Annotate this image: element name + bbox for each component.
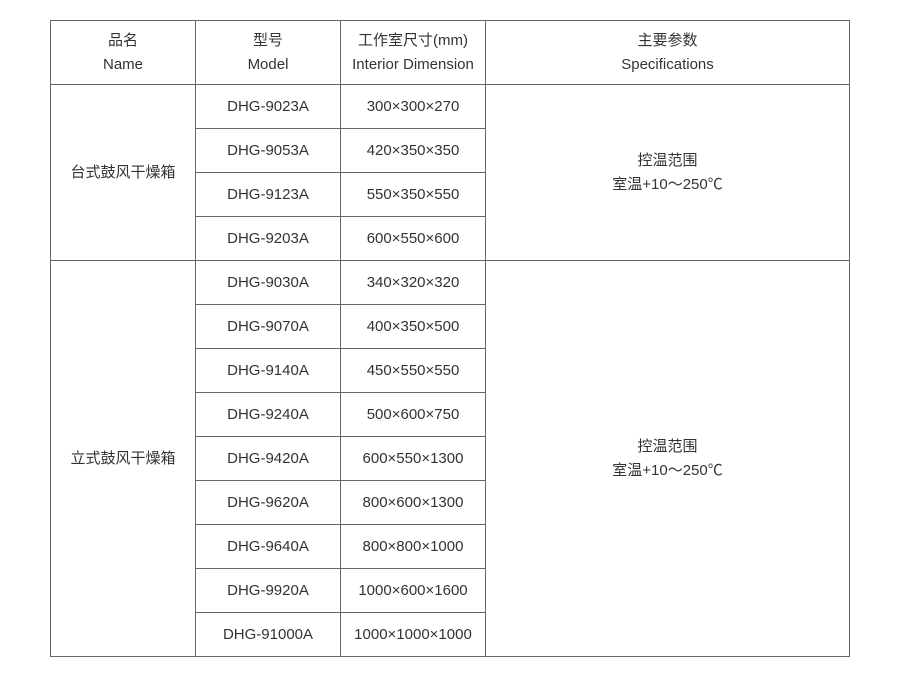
- dim-cell: 600×550×1300: [341, 437, 486, 481]
- spec-table: 品名 Name 型号 Model 工作室尺寸(mm) Interior Dime…: [50, 20, 850, 657]
- header-spec: 主要参数 Specifications: [486, 21, 850, 85]
- header-dimension: 工作室尺寸(mm) Interior Dimension: [341, 21, 486, 85]
- group-name-cell: 台式鼓风干燥箱: [51, 85, 196, 261]
- header-model-en: Model: [200, 53, 336, 77]
- dim-cell: 1000×600×1600: [341, 569, 486, 613]
- model-cell: DHG-9920A: [196, 569, 341, 613]
- group-name: 台式鼓风干燥箱: [70, 164, 175, 181]
- table-header-row: 品名 Name 型号 Model 工作室尺寸(mm) Interior Dime…: [51, 21, 850, 85]
- model-cell: DHG-9140A: [196, 349, 341, 393]
- table-row: 台式鼓风干燥箱 DHG-9023A 300×300×270 控温范围 室温+10…: [51, 85, 850, 129]
- dim-cell: 600×550×600: [341, 217, 486, 261]
- header-spec-en: Specifications: [490, 53, 845, 77]
- table-row: 立式鼓风干燥箱 DHG-9030A 340×320×320 控温范围 室温+10…: [51, 261, 850, 305]
- header-name-cn: 品名: [55, 29, 191, 53]
- dim-cell: 550×350×550: [341, 173, 486, 217]
- dim-cell: 340×320×320: [341, 261, 486, 305]
- group-name-cell: 立式鼓风干燥箱: [51, 261, 196, 657]
- dim-cell: 500×600×750: [341, 393, 486, 437]
- model-cell: DHG-91000A: [196, 613, 341, 657]
- model-cell: DHG-9620A: [196, 481, 341, 525]
- header-dim-en: Interior Dimension: [345, 53, 481, 77]
- spec-line2: 室温+10～250℃: [490, 459, 845, 483]
- group-name: 立式鼓风干燥箱: [70, 450, 175, 467]
- header-name-en: Name: [55, 53, 191, 77]
- dim-cell: 1000×1000×1000: [341, 613, 486, 657]
- model-cell: DHG-9023A: [196, 85, 341, 129]
- header-dim-cn: 工作室尺寸(mm): [345, 29, 481, 53]
- model-cell: DHG-9070A: [196, 305, 341, 349]
- model-cell: DHG-9203A: [196, 217, 341, 261]
- header-model-cn: 型号: [200, 29, 336, 53]
- dim-cell: 300×300×270: [341, 85, 486, 129]
- dim-cell: 420×350×350: [341, 129, 486, 173]
- header-name: 品名 Name: [51, 21, 196, 85]
- spec-line1: 控温范围: [490, 149, 845, 173]
- header-model: 型号 Model: [196, 21, 341, 85]
- model-cell: DHG-9640A: [196, 525, 341, 569]
- dim-cell: 450×550×550: [341, 349, 486, 393]
- model-cell: DHG-9123A: [196, 173, 341, 217]
- model-cell: DHG-9240A: [196, 393, 341, 437]
- spec-cell: 控温范围 室温+10～250℃: [486, 85, 850, 261]
- spec-line1: 控温范围: [490, 435, 845, 459]
- model-cell: DHG-9030A: [196, 261, 341, 305]
- dim-cell: 400×350×500: [341, 305, 486, 349]
- model-cell: DHG-9420A: [196, 437, 341, 481]
- spec-line2: 室温+10～250℃: [490, 173, 845, 197]
- dim-cell: 800×800×1000: [341, 525, 486, 569]
- spec-cell: 控温范围 室温+10～250℃: [486, 261, 850, 657]
- model-cell: DHG-9053A: [196, 129, 341, 173]
- header-spec-cn: 主要参数: [490, 29, 845, 53]
- dim-cell: 800×600×1300: [341, 481, 486, 525]
